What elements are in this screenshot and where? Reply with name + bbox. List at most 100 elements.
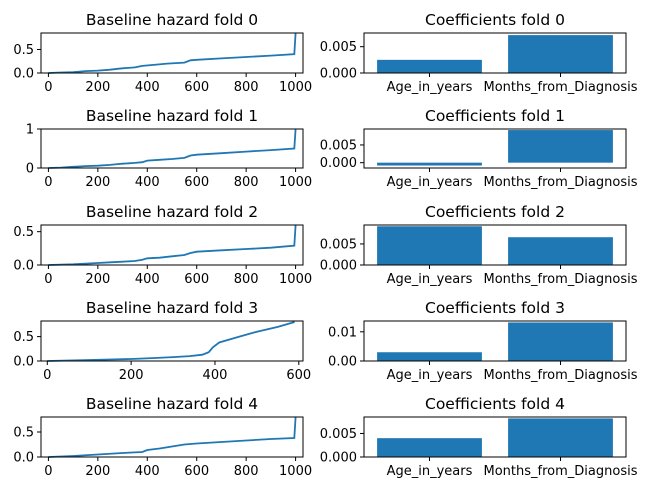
hazard-line xyxy=(48,416,297,458)
x-tick-label: 200 xyxy=(85,80,110,95)
x-tick-label: 600 xyxy=(184,175,209,190)
bar-Months_from_Diagnosis xyxy=(508,130,613,163)
axes-frame xyxy=(40,128,304,169)
baseline-hazard-panel-4: Baseline hazard fold 4 0 200 400 600 800 1000 0… xyxy=(13,395,312,479)
y-tick-label: 0.000 xyxy=(320,259,357,274)
y-tick-label: 0.000 xyxy=(320,156,357,171)
hazard-line xyxy=(48,224,297,266)
axes-frame xyxy=(40,32,304,74)
x-tick-label: 0 xyxy=(44,464,52,479)
chart-title: Coefficients fold 4 xyxy=(425,395,565,413)
chart-title: Coefficients fold 0 xyxy=(425,11,565,29)
x-tick-label: 800 xyxy=(234,175,259,190)
x-tick-label: 800 xyxy=(234,272,259,287)
chart-title: Baseline hazard fold 4 xyxy=(86,395,258,413)
bar-Months_from_Diagnosis xyxy=(508,35,613,73)
x-tick-label: Age_in_years xyxy=(387,272,473,287)
axes-frame xyxy=(40,416,304,458)
y-tick-label: 1 xyxy=(26,123,34,138)
x-tick-label: 800 xyxy=(234,80,259,95)
y-tick-label: 0 xyxy=(26,162,34,177)
y-tick-label: 0.005 xyxy=(320,138,357,153)
chart-title: Coefficients fold 2 xyxy=(425,203,565,221)
bar-Age_in_years xyxy=(377,352,482,361)
axes-frame xyxy=(363,320,627,362)
x-tick-label: 400 xyxy=(135,272,160,287)
bar-Age_in_years xyxy=(377,59,482,73)
bar-Age_in_years xyxy=(377,438,482,457)
x-tick-label: 0 xyxy=(44,272,52,287)
y-tick-label: 0.0 xyxy=(13,451,34,466)
chart-title: Baseline hazard fold 3 xyxy=(86,299,258,317)
y-tick-label: 0.000 xyxy=(320,451,357,466)
chart-title: Baseline hazard fold 1 xyxy=(86,107,258,125)
y-tick-label: 0.5 xyxy=(13,426,34,441)
chart-title: Baseline hazard fold 0 xyxy=(86,11,258,29)
chart-title: Baseline hazard fold 2 xyxy=(86,203,258,221)
x-tick-label: 200 xyxy=(85,175,110,190)
y-tick-label: 0.000 xyxy=(320,67,357,82)
coefficients-panel-4: Coefficients fold 4 Age_in_years Months_fr… xyxy=(320,395,638,479)
x-tick-label: 600 xyxy=(286,368,311,383)
x-tick-label: Months_from_Diagnosis xyxy=(484,272,638,287)
hazard-line xyxy=(48,32,297,74)
x-tick-label: 600 xyxy=(184,272,209,287)
x-tick-label: Age_in_years xyxy=(387,80,473,95)
x-tick-label: 0 xyxy=(44,175,52,190)
x-tick-label: Age_in_years xyxy=(387,464,473,479)
bar-Months_from_Diagnosis xyxy=(508,418,613,457)
bar-Age_in_years xyxy=(377,162,482,166)
y-tick-label: 0.01 xyxy=(328,325,357,340)
y-tick-label: 0.0 xyxy=(13,355,34,370)
axes-frame xyxy=(40,224,304,266)
y-tick-label: 0.5 xyxy=(13,330,34,345)
x-tick-label: Months_from_Diagnosis xyxy=(484,80,638,95)
x-tick-label: 400 xyxy=(135,175,160,190)
y-tick-label: 0.5 xyxy=(13,225,34,240)
axes-frame xyxy=(40,320,304,362)
x-tick-label: 1000 xyxy=(279,80,312,95)
x-tick-label: 200 xyxy=(85,272,110,287)
y-tick-label: 0.005 xyxy=(320,427,357,442)
x-tick-label: 1000 xyxy=(279,175,312,190)
x-tick-label: 0 xyxy=(43,368,51,383)
y-tick-label: 0.005 xyxy=(320,40,357,55)
y-tick-label: 0.0 xyxy=(13,259,34,274)
x-tick-label: Months_from_Diagnosis xyxy=(484,368,638,383)
y-tick-label: 0.00 xyxy=(328,355,357,370)
bar-Age_in_years xyxy=(377,226,482,265)
x-tick-label: 600 xyxy=(184,80,209,95)
axes-frame xyxy=(363,416,627,458)
axes-frame xyxy=(363,128,627,169)
hazard-line xyxy=(48,128,297,169)
x-tick-label: 400 xyxy=(135,464,160,479)
chart-title: Coefficients fold 3 xyxy=(425,299,565,317)
hazard-line xyxy=(47,321,295,362)
x-tick-label: Months_from_Diagnosis xyxy=(484,175,638,190)
y-tick-label: 0.5 xyxy=(13,43,34,58)
chart-title: Coefficients fold 1 xyxy=(425,107,565,125)
bar-Months_from_Diagnosis xyxy=(508,237,613,265)
x-tick-label: Age_in_years xyxy=(387,368,473,383)
x-tick-label: 800 xyxy=(234,464,259,479)
x-tick-label: Age_in_years xyxy=(387,175,473,190)
x-tick-label: 1000 xyxy=(279,272,312,287)
coefficients-panel-1: Coefficients fold 1 Age_in_years Months_fr… xyxy=(320,107,638,190)
axes-frame xyxy=(363,32,627,74)
x-tick-label: 0 xyxy=(44,80,52,95)
x-tick-label: 200 xyxy=(119,368,144,383)
x-tick-label: 400 xyxy=(135,80,160,95)
baseline-hazard-panel-3: Baseline hazard fold 3 0 200 400 600 0.0 0.5 xyxy=(13,299,311,383)
x-tick-label: 1000 xyxy=(279,464,312,479)
x-tick-label: Months_from_Diagnosis xyxy=(484,464,638,479)
baseline-hazard-panel-1: Baseline hazard fold 1 0 200 400 600 800 1000 0… xyxy=(26,107,312,190)
x-tick-label: 600 xyxy=(184,464,209,479)
y-tick-label: 0.005 xyxy=(320,237,357,252)
x-tick-label: 400 xyxy=(203,368,228,383)
axes-frame xyxy=(363,224,627,266)
bar-Months_from_Diagnosis xyxy=(508,322,613,361)
baseline-hazard-panel-2: Baseline hazard fold 2 0 200 400 600 800 1000 0… xyxy=(13,203,312,287)
y-tick-label: 0.0 xyxy=(13,67,34,82)
baseline-hazard-panel-0: Baseline hazard fold 0 0 200 400 600 800 1000 0… xyxy=(13,11,312,95)
